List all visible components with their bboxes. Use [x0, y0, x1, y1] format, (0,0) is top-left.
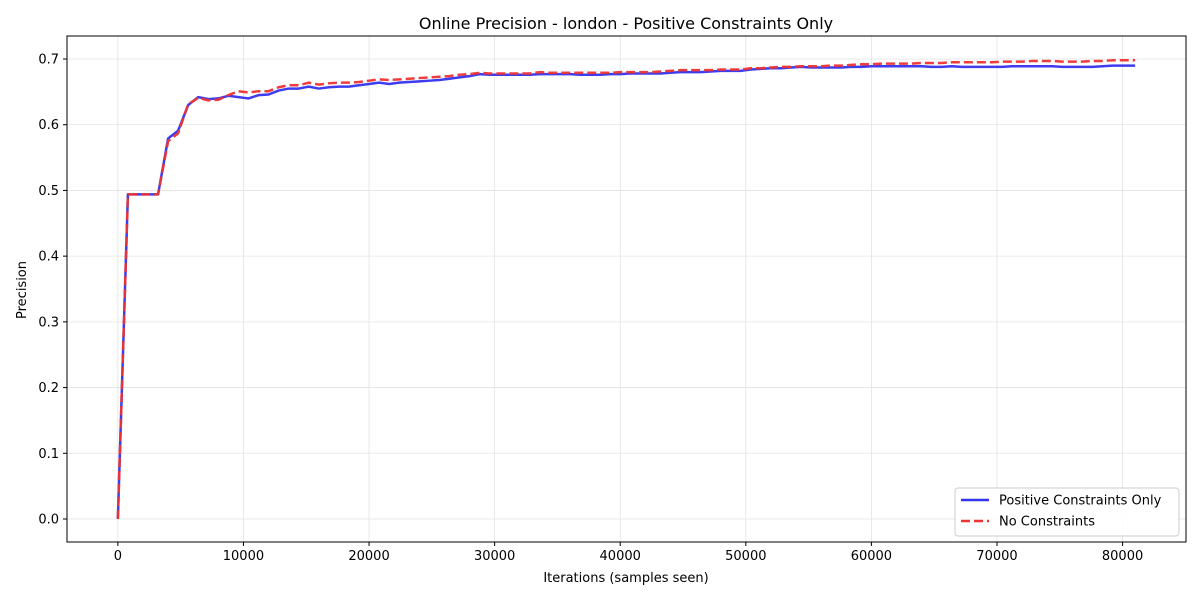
y-tick-label: 0.0 [38, 513, 59, 528]
x-tick-label: 40000 [600, 549, 641, 564]
series-line-positive-constraints-only [116, 64, 1136, 520]
y-axis-ticks: 0.0 0.1 0.2 0.3 0.4 0.5 0.6 0.7 [38, 53, 67, 528]
y-tick-label: 0.4 [38, 250, 59, 265]
y-tick-label: 0.2 [38, 381, 59, 396]
series-lines [116, 59, 1136, 520]
x-tick-label: 80000 [1102, 549, 1143, 564]
y-tick-label: 0.5 [38, 184, 59, 199]
y-axis-label: Precision [15, 261, 30, 319]
legend-box [954, 487, 1180, 537]
x-tick-label: 10000 [223, 549, 264, 564]
x-tick-label: 20000 [348, 549, 389, 564]
plot-area-frame [66, 35, 1187, 543]
x-axis-label: Iterations (samples seen) [543, 571, 708, 586]
y-tick-label: 0.1 [38, 447, 59, 462]
x-tick-label: 50000 [725, 549, 766, 564]
x-tick-label: 70000 [976, 549, 1017, 564]
x-axis-ticks: 0 10000 20000 30000 40000 50000 60000 70000 8000… [114, 542, 1143, 564]
y-tick-label: 0.6 [38, 118, 59, 133]
legend-label: Positive Constraints Only [999, 494, 1162, 509]
x-tick-label: 60000 [851, 549, 892, 564]
chart-title: Online Precision - london - Positive Con… [419, 14, 833, 33]
y-tick-label: 0.3 [38, 315, 59, 330]
legend-label: No Constraints [999, 515, 1095, 530]
x-tick-label: 30000 [474, 549, 515, 564]
x-tick-label: 0 [114, 549, 122, 564]
y-tick-label: 0.7 [38, 53, 59, 68]
legend: Positive Constraints Only No Constraints [954, 487, 1180, 537]
